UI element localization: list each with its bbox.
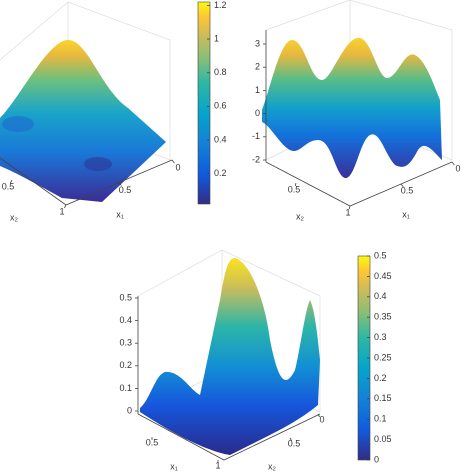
z-tick-label: 0.2 — [119, 360, 132, 370]
colorbar-tick-label: 0.5 — [374, 250, 387, 260]
tick-mark — [289, 437, 292, 442]
z-tick-label: 1 — [255, 85, 260, 95]
y-tick-label: 1 — [59, 206, 64, 216]
axis-line — [137, 296, 321, 461]
y-tick-label: 0 — [319, 414, 324, 424]
colorbar-tick-label: 0.4 — [214, 134, 227, 144]
z-tick-label: 0.3 — [119, 338, 132, 348]
colorbar-tick-label: 0.45 — [374, 271, 392, 281]
x-axis-label: x₁ — [116, 209, 124, 219]
colorbar-tick-label: 0.15 — [374, 393, 392, 403]
tick-mark — [118, 182, 122, 186]
x-tick-label: 0 — [175, 162, 180, 172]
y-tick-label: 0.5 — [288, 184, 301, 194]
y-axis-label: x₂ — [296, 211, 305, 221]
surface — [0, 40, 166, 202]
panel-1 — [0, 1, 211, 206]
surface-dip — [2, 116, 34, 132]
z-tick-label: -1 — [252, 131, 260, 141]
colorbar — [197, 1, 211, 205]
tick-mark — [171, 159, 175, 164]
z-tick-label: 0.4 — [119, 315, 132, 325]
z-tick-label: 0 — [127, 405, 132, 415]
y-tick-label: 0.5 — [288, 438, 301, 448]
colorbar-tick-label: 0.05 — [374, 434, 392, 444]
colorbar-tick-label: 1.2 — [214, 0, 227, 10]
tick-mark — [451, 161, 455, 166]
x-tick-label: 0.5 — [146, 437, 159, 447]
tick-mark — [348, 205, 351, 210]
colorbar-tick-label: 0.25 — [374, 352, 392, 362]
colorbar-tick-label: 0.2 — [374, 373, 387, 383]
tick-mark — [64, 204, 67, 209]
tick-mark — [294, 182, 297, 187]
surface — [140, 258, 320, 455]
y-tick-label: 1 — [345, 207, 350, 217]
z-tick-label: 2 — [255, 62, 260, 72]
z-tick-label: 0.1 — [119, 383, 132, 393]
x-tick-label: 1 — [215, 460, 220, 470]
colorbar-tick-label: 0.1 — [374, 414, 387, 424]
surface-dip — [84, 157, 112, 171]
surface — [262, 37, 442, 179]
colorbar-tick-label: 0.2 — [214, 168, 227, 178]
tick-mark — [400, 183, 404, 188]
z-tick-label: 0.5 — [119, 292, 132, 302]
colorbar-tick-label: 0.3 — [374, 332, 387, 342]
x-tick-label: 0.5 — [401, 185, 414, 195]
tick-mark — [10, 179, 13, 184]
z-tick-label: 0 — [255, 108, 260, 118]
y-axis-label: x₂ — [10, 212, 19, 222]
x-tick-label: 0 — [455, 163, 460, 173]
panel-2 — [262, 0, 453, 207]
colorbar-tick-label: 0.6 — [214, 101, 227, 111]
x-tick-label: 0.5 — [119, 185, 132, 195]
y-axis-label: x₂ — [268, 461, 277, 471]
y-tick-label: 0.5 — [2, 181, 15, 191]
panel-3 — [137, 249, 371, 461]
colorbar-tick-label: 0.8 — [214, 67, 227, 77]
colorbar-tick-label: 0.35 — [374, 312, 392, 322]
colorbar-tick-label: 0.4 — [374, 291, 387, 301]
z-tick-label: 3 — [255, 38, 260, 48]
colorbar-tick-label: 0 — [374, 454, 379, 464]
colorbar-tick-label: 1 — [214, 33, 219, 43]
x-axis-label: x₁ — [170, 461, 178, 471]
x-axis-label: x₁ — [402, 209, 410, 219]
tick-mark — [317, 413, 320, 418]
z-tick-label: -2 — [252, 154, 260, 164]
